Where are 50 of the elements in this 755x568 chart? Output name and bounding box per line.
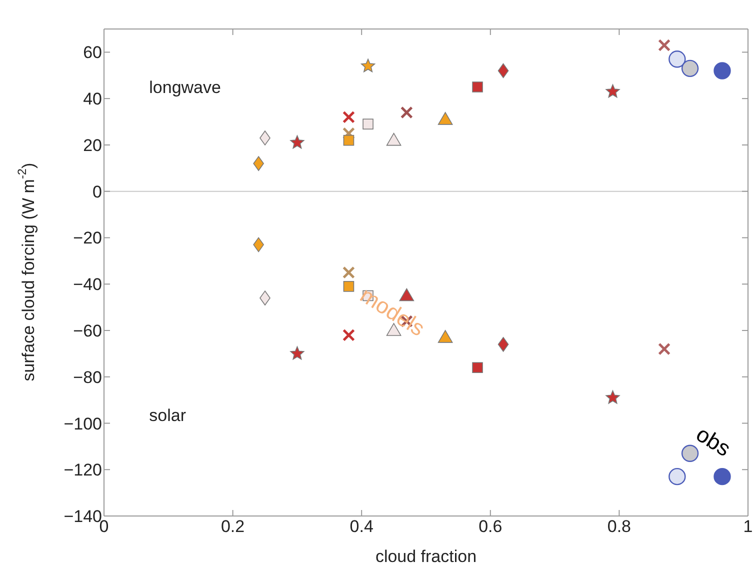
- annotation: solar: [149, 406, 186, 425]
- annotation: obs: [692, 421, 735, 462]
- point: [260, 130, 270, 146]
- point: [498, 336, 509, 352]
- y-tick-label: −100: [64, 414, 102, 434]
- y-tick-label: 40: [83, 90, 102, 109]
- point: [343, 281, 354, 292]
- point: [668, 50, 686, 68]
- point: [360, 58, 376, 72]
- point: [253, 237, 264, 252]
- annotation: longwave: [149, 78, 221, 98]
- point: [260, 290, 270, 306]
- y-tick-label: −80: [73, 368, 102, 387]
- y-tick-label: −120: [64, 460, 102, 480]
- y-tick-label: 60: [83, 43, 102, 62]
- point: [714, 62, 731, 80]
- y-tick-label: −60: [73, 322, 102, 341]
- x-tick-label: 0.2: [220, 517, 245, 536]
- point: [342, 266, 355, 279]
- y-tick-label: 20: [83, 136, 102, 155]
- y-tick-label: −20: [73, 228, 102, 248]
- x-tick-label: 0.4: [350, 517, 374, 536]
- x-tick-label: 1: [743, 517, 753, 536]
- x-tick-label: 0.8: [607, 517, 632, 536]
- point: [606, 390, 620, 404]
- point: [343, 134, 354, 146]
- point: [342, 328, 355, 342]
- point: [438, 330, 453, 343]
- point: [253, 156, 264, 171]
- point: [472, 362, 483, 373]
- point: [362, 118, 374, 130]
- x-tick-label: 0.6: [478, 517, 502, 536]
- point: [386, 132, 402, 146]
- point: [658, 342, 671, 356]
- point: [714, 468, 731, 486]
- point: [681, 60, 699, 78]
- point: [472, 82, 483, 92]
- y-tick-label: 0: [92, 182, 102, 202]
- point: [290, 346, 304, 360]
- x-axis-title: cloud fraction: [375, 547, 477, 566]
- point: [498, 63, 509, 78]
- point: [400, 106, 413, 119]
- point: [681, 444, 699, 462]
- point: [342, 110, 355, 124]
- point: [438, 112, 453, 125]
- y-tick-label: −40: [73, 275, 102, 294]
- point: [606, 84, 620, 98]
- point: [658, 38, 671, 52]
- point: [668, 468, 686, 486]
- point: [290, 135, 304, 149]
